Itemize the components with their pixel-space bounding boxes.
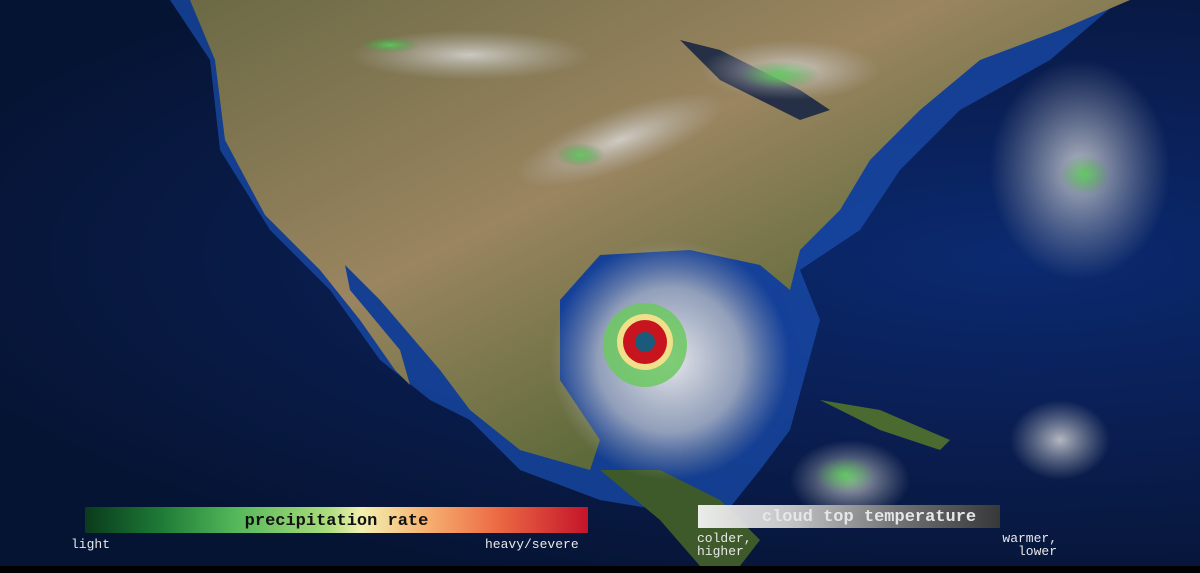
rain	[360, 37, 420, 53]
cloud-top-low-label: colder, higher	[697, 532, 752, 558]
cloud-top-low-label-line2: higher	[697, 544, 744, 559]
cloud-top-legend-bar: cloud top temperature	[698, 505, 1000, 528]
hurricane	[550, 240, 790, 480]
precipitation-legend-bar: precipitation rate	[85, 507, 588, 533]
cloud-top-high-label: warmer, lower	[997, 532, 1057, 558]
rain	[815, 457, 875, 493]
cloud-top-low-label-line1: colder,	[697, 531, 752, 546]
precipitation-legend-title: precipitation rate	[244, 512, 429, 531]
rain	[555, 143, 605, 167]
cloud-top-high-label-line1: warmer,	[1002, 531, 1057, 546]
rain	[1060, 155, 1110, 195]
cloud-top-high-label-line2: lower	[1017, 544, 1057, 559]
cloud	[1010, 400, 1110, 480]
precipitation-high-label: heavy/severe	[485, 537, 579, 552]
bottom-border	[0, 566, 1200, 573]
cloud-top-legend-title: cloud top temperature	[761, 508, 977, 527]
precipitation-low-label: light	[71, 537, 111, 552]
rain	[740, 61, 820, 89]
north-america-land	[190, 0, 1130, 470]
central-america	[600, 470, 760, 566]
cuba	[820, 400, 950, 450]
